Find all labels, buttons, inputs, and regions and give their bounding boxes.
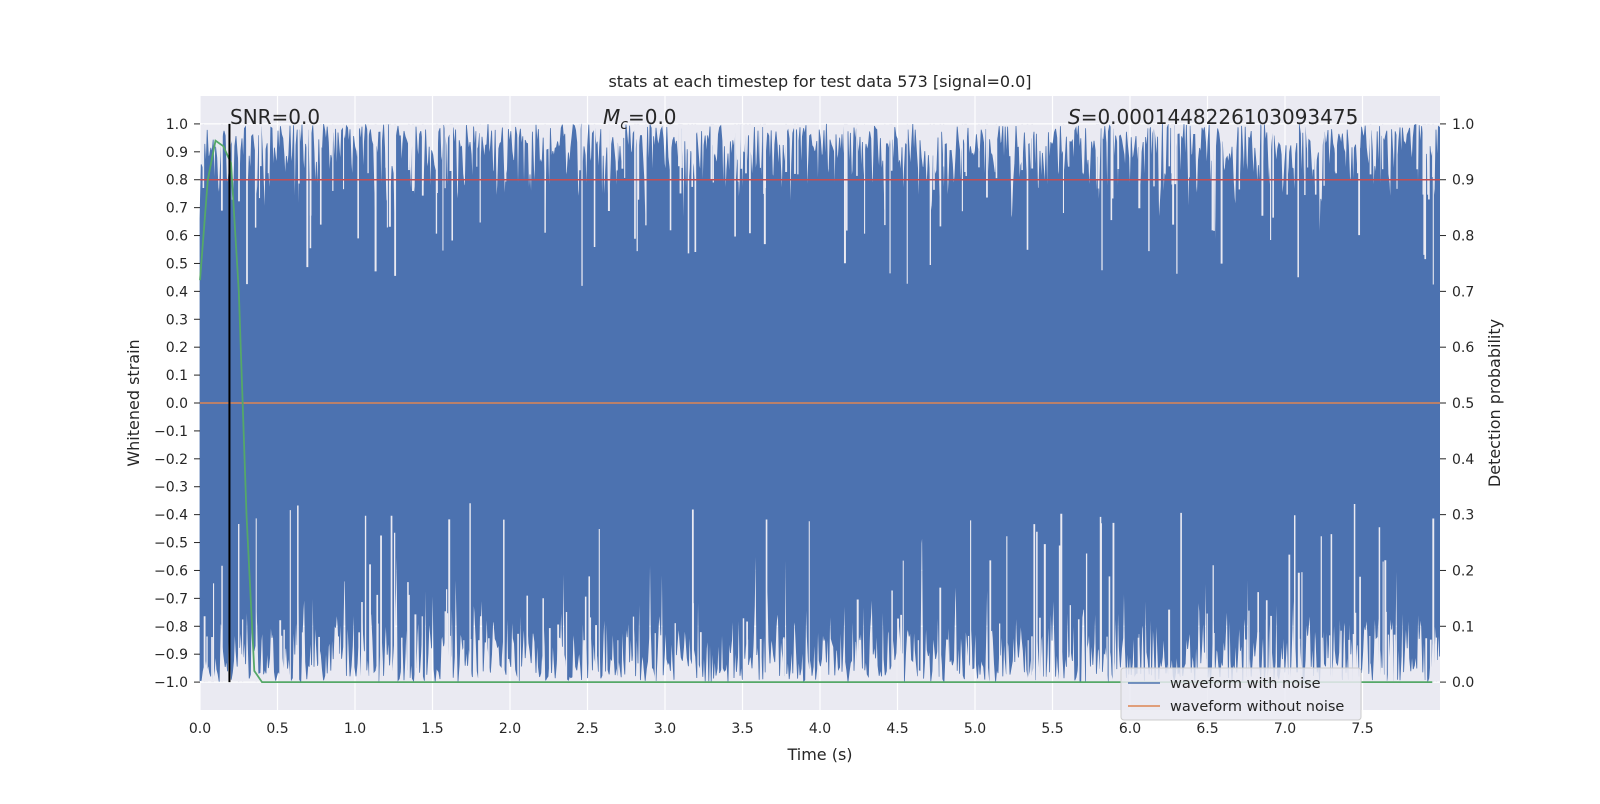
- y-right-tick-label: 1.0: [1452, 117, 1474, 133]
- series-detection-probability: [199, 139, 1433, 683]
- x-ticks: 0.0 0.5 1.0 1.5 2.0 2.5 3.0 3.5 4.0 4.5 5.0 5.5 6.0 6…: [189, 721, 1374, 737]
- x-tick-label: 4.0: [809, 721, 831, 737]
- x-tick-label: 2.5: [576, 721, 598, 737]
- x-tick-label: 7.5: [1351, 721, 1373, 737]
- y-left-tick-label: 0.3: [166, 312, 188, 328]
- legend: waveform with noise waveform without noi…: [1120, 667, 1362, 721]
- x-tick-label: 4.5: [886, 721, 908, 737]
- y-left-tick-label: 0.1: [166, 368, 188, 384]
- y-left-tick-label: 0.7: [166, 201, 188, 217]
- mc-symbol: M: [603, 105, 620, 129]
- y-left-tick-label: −0.7: [154, 591, 188, 607]
- x-tick-label: 3.5: [731, 721, 753, 737]
- y-left-tick-label: 0.8: [166, 173, 188, 189]
- x-axis-label: Time (s): [786, 745, 852, 764]
- y-right-tick-label: 0.3: [1452, 508, 1474, 524]
- y-left-tick-label: −0.4: [154, 508, 188, 524]
- x-tick-label: 3.0: [654, 721, 676, 737]
- y-right-tick-label: 0.7: [1452, 284, 1474, 300]
- y-left-tick-label: −0.3: [154, 480, 188, 496]
- x-tick-label: 6.0: [1119, 721, 1141, 737]
- y-right-tick-label: 0.6: [1452, 340, 1474, 356]
- y-left-tick-label: 0.0: [166, 396, 188, 412]
- x-tick-label: 0.5: [266, 721, 288, 737]
- s-annotation: S=0.0001448226103093475: [1068, 105, 1358, 129]
- x-tick-label: 1.5: [421, 721, 443, 737]
- y-right-tick-label: 0.2: [1452, 563, 1474, 579]
- y-right-tick-label: 0.5: [1452, 396, 1474, 412]
- mc-subscript: c: [620, 117, 628, 133]
- snr-annotation: SNR=0.0: [230, 105, 320, 129]
- x-tick-label: 1.0: [344, 721, 366, 737]
- y-left-tick-label: 0.6: [166, 229, 188, 245]
- y-left-tick-label: 0.2: [166, 340, 188, 356]
- mc-annotation: Mc=0.0: [603, 105, 677, 133]
- y-left-tick-label: 0.5: [166, 256, 188, 272]
- x-tick-label: 5.5: [1041, 721, 1063, 737]
- y-left-ticks: 1.0 0.9 0.8 0.7 0.6 0.5 0.4 0.3 0.2 0.1 0.0 −0.1 −0.…: [154, 117, 200, 691]
- y-left-tick-label: −0.1: [154, 424, 188, 440]
- legend-box: [1120, 667, 1362, 721]
- y-left-axis-label: Whitened strain: [124, 339, 143, 466]
- y-left-tick-label: 0.4: [166, 284, 188, 300]
- legend-label-noise: waveform with noise: [1170, 676, 1321, 692]
- y-left-tick-label: −0.6: [154, 563, 188, 579]
- x-tick-label: 5.0: [964, 721, 986, 737]
- y-left-tick-label: 1.0: [166, 117, 188, 133]
- y-left-tick-label: −1.0: [154, 675, 188, 691]
- y-right-ticks: 1.0 0.9 0.8 0.7 0.6 0.5 0.4 0.3 0.2 0.1 0.0: [1440, 117, 1474, 691]
- y-right-tick-label: 0.1: [1452, 619, 1474, 635]
- y-left-tick-label: −0.5: [154, 536, 188, 552]
- y-left-tick-label: −0.8: [154, 619, 188, 635]
- line-series: [199, 123, 1440, 683]
- x-tick-label: 2.0: [499, 721, 521, 737]
- y-right-tick-label: 0.4: [1452, 452, 1474, 468]
- y-right-tick-label: 0.9: [1452, 173, 1474, 189]
- y-right-tick-label: 0.8: [1452, 229, 1474, 245]
- x-tick-label: 7.0: [1274, 721, 1296, 737]
- y-right-axis-label: Detection probability: [1485, 319, 1504, 487]
- s-value: =0.0001448226103093475: [1081, 105, 1359, 129]
- y-left-tick-label: 0.9: [166, 145, 188, 161]
- x-tick-label: 0.0: [189, 721, 211, 737]
- x-tick-label: 6.5: [1196, 721, 1218, 737]
- s-symbol: S: [1068, 105, 1081, 129]
- legend-label-clean: waveform without noise: [1170, 699, 1344, 715]
- mc-value: =0.0: [628, 105, 677, 129]
- y-right-tick-label: 0.0: [1452, 675, 1474, 691]
- y-left-tick-label: −0.9: [154, 647, 188, 663]
- chart-title: stats at each timestep for test data 573…: [608, 72, 1031, 91]
- y-left-tick-label: −0.2: [154, 452, 188, 468]
